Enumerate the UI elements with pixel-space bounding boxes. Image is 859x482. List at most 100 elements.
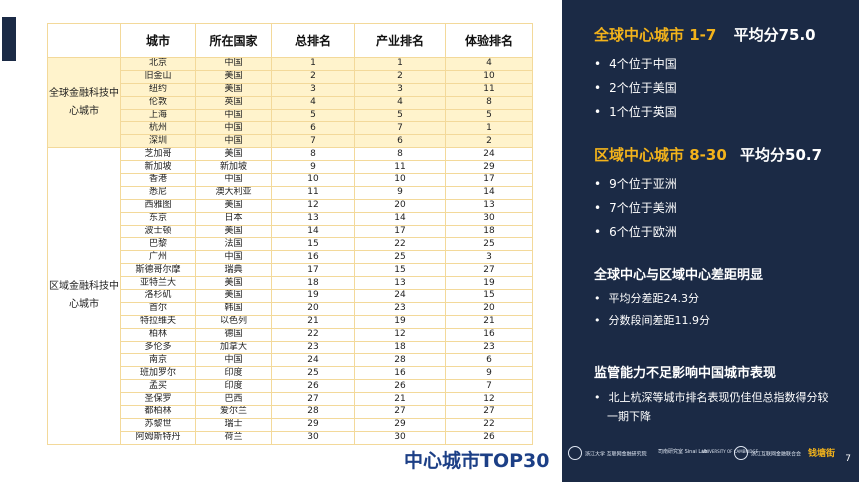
table-cell: 12 <box>354 327 446 342</box>
table-cell: 瑞士 <box>195 417 272 432</box>
table-cell: 17 <box>354 224 446 239</box>
regional-center-name: 区域中心城市 <box>594 146 685 164</box>
table-row: 区域金融科技中心城市芝加哥美国882412 <box>47 147 533 445</box>
regional-center-heading: 区域中心城市 8-30 平均分50.7 <box>594 144 822 165</box>
table-row: 班加罗尔印度2516928 <box>48 366 533 381</box>
regional-center-range: 8-30 <box>689 146 727 164</box>
table-cell: 中国 <box>195 173 272 187</box>
table-cell: 北京 <box>120 57 196 71</box>
table-row: 香港中国10101713 <box>48 173 533 187</box>
regulation-heading: 监管能力不足影响中国城市表现 <box>594 366 777 381</box>
table-row: 深圳中国76217 <box>48 134 533 149</box>
table-cell: 东京 <box>120 211 196 226</box>
table-cell: 洛杉矶 <box>120 289 196 303</box>
table-cell: 1 <box>271 57 355 71</box>
table-cell: 美国 <box>195 289 272 303</box>
table-cell: 25 <box>271 366 355 381</box>
table-cell: 26 <box>271 379 355 394</box>
table-cell: 孟买 <box>120 379 196 394</box>
table-cell: 美国 <box>195 82 272 97</box>
table-cell: 深圳 <box>120 134 196 149</box>
cambridge-logo: UNIVERSITY OF CAMBRIDGE <box>702 449 759 454</box>
table-cell: 德国 <box>195 327 272 342</box>
table-cell: 4 <box>271 95 355 110</box>
table-cell: 14 <box>271 224 355 239</box>
table-row: 巴黎法国1522255 <box>48 237 533 252</box>
table-cell: 英国 <box>195 95 272 110</box>
table-cell: 柏林 <box>120 327 196 342</box>
ranking-table-container: 城市 所在国家 总排名 产业排名 体验排名 全球金融科技中心城市北京中国1144… <box>47 23 533 445</box>
table-cell: 苏黎世 <box>120 417 196 432</box>
table-row: 圣保罗巴西27211230 <box>48 392 533 407</box>
table-cell: 15 <box>445 289 533 303</box>
circle-logo-icon <box>734 446 748 460</box>
table-cell: 广州 <box>120 250 196 265</box>
table-row: 南京中国2428624 <box>48 353 533 368</box>
table-cell: 23 <box>445 340 533 355</box>
table-cell: 11 <box>271 185 355 200</box>
table-cell: 巴黎 <box>120 237 196 252</box>
sinai-logo: 司南研究室 Sinai Lab <box>658 449 708 455</box>
table-cell: 21 <box>354 392 446 407</box>
table-row: 苏黎世瑞士29292219 <box>48 417 533 432</box>
table-cell: 13 <box>354 276 446 291</box>
table-cell: 27 <box>271 392 355 407</box>
table-cell: 阿姆斯特丹 <box>120 430 196 445</box>
table-cell: 10 <box>271 173 355 187</box>
table-cell: 印度 <box>195 379 272 394</box>
list-item: 4个位于中国 <box>594 52 677 76</box>
table-row: 纽约美国33111 <box>48 82 533 97</box>
table-cell: 9 <box>271 160 355 175</box>
table-cell: 波士顿 <box>120 224 196 239</box>
table-row: 东京日本1314309 <box>48 211 533 226</box>
table-cell: 首尔 <box>120 301 196 316</box>
table-cell: 4 <box>445 57 533 71</box>
table-body: 全球金融科技中心城市北京中国1144旧金山美国22102纽约美国33111伦敦英… <box>47 56 533 445</box>
table-cell: 18 <box>354 340 446 355</box>
table-row: 首尔韩国20232015 <box>48 301 533 316</box>
table-cell: 中国 <box>195 353 272 368</box>
header-experience: 体验排名 <box>445 23 533 58</box>
table-cell: 美国 <box>195 69 272 84</box>
table-cell: 印度 <box>195 366 272 381</box>
list-item: 6个位于欧洲 <box>594 220 677 244</box>
table-cell: 中国 <box>195 134 272 149</box>
table-cell: 美国 <box>195 224 272 239</box>
global-center-avg: 平均分75.0 <box>733 26 816 44</box>
table-cell: 24 <box>445 147 533 162</box>
global-center-bullets: 4个位于中国 2个位于美国 1个位于英国 <box>594 52 677 124</box>
table-cell: 6 <box>354 134 446 149</box>
table-cell: 23 <box>271 340 355 355</box>
table-cell: 7 <box>354 121 446 136</box>
table-cell: 30 <box>354 430 446 445</box>
table-row: 都柏林爱尔兰28272723 <box>48 405 533 419</box>
table-cell: 19 <box>445 276 533 291</box>
table-cell: 10 <box>354 173 446 187</box>
table-cell: 纽约 <box>120 82 196 97</box>
group-label: 全球金融科技中心城市 <box>47 56 121 149</box>
table-cell: 13 <box>445 198 533 213</box>
table-row: 上海中国55514 <box>48 108 533 123</box>
table-cell: 1 <box>445 121 533 136</box>
table-cell: 13 <box>271 211 355 226</box>
table-cell: 芝加哥 <box>120 147 196 162</box>
table-row: 杭州中国67116 <box>48 121 533 136</box>
global-center-range: 1-7 <box>689 26 717 44</box>
table-cell: 18 <box>445 224 533 239</box>
table-cell: 4 <box>354 95 446 110</box>
header-city: 城市 <box>120 23 196 58</box>
list-item: 平均分差距24.3分 <box>594 288 710 310</box>
table-cell: 8 <box>271 147 355 162</box>
table-cell: 16 <box>445 327 533 342</box>
table-cell: 20 <box>271 301 355 316</box>
table-row: 旧金山美国22102 <box>48 69 533 84</box>
table-cell: 12 <box>445 392 533 407</box>
table-cell: 伦敦 <box>120 95 196 110</box>
regional-center-avg: 平均分50.7 <box>740 146 823 164</box>
list-item: 1个位于英国 <box>594 100 677 124</box>
partner-logos: 浙江大学 互联网金融研究院 司南研究室 Sinai Lab UNIVERSITY… <box>562 440 859 466</box>
table-row: 新加坡新加坡911296 <box>48 160 533 175</box>
table-cell: 亚特兰大 <box>120 276 196 291</box>
table-cell: 11 <box>445 82 533 97</box>
table-cell: 27 <box>354 405 446 419</box>
